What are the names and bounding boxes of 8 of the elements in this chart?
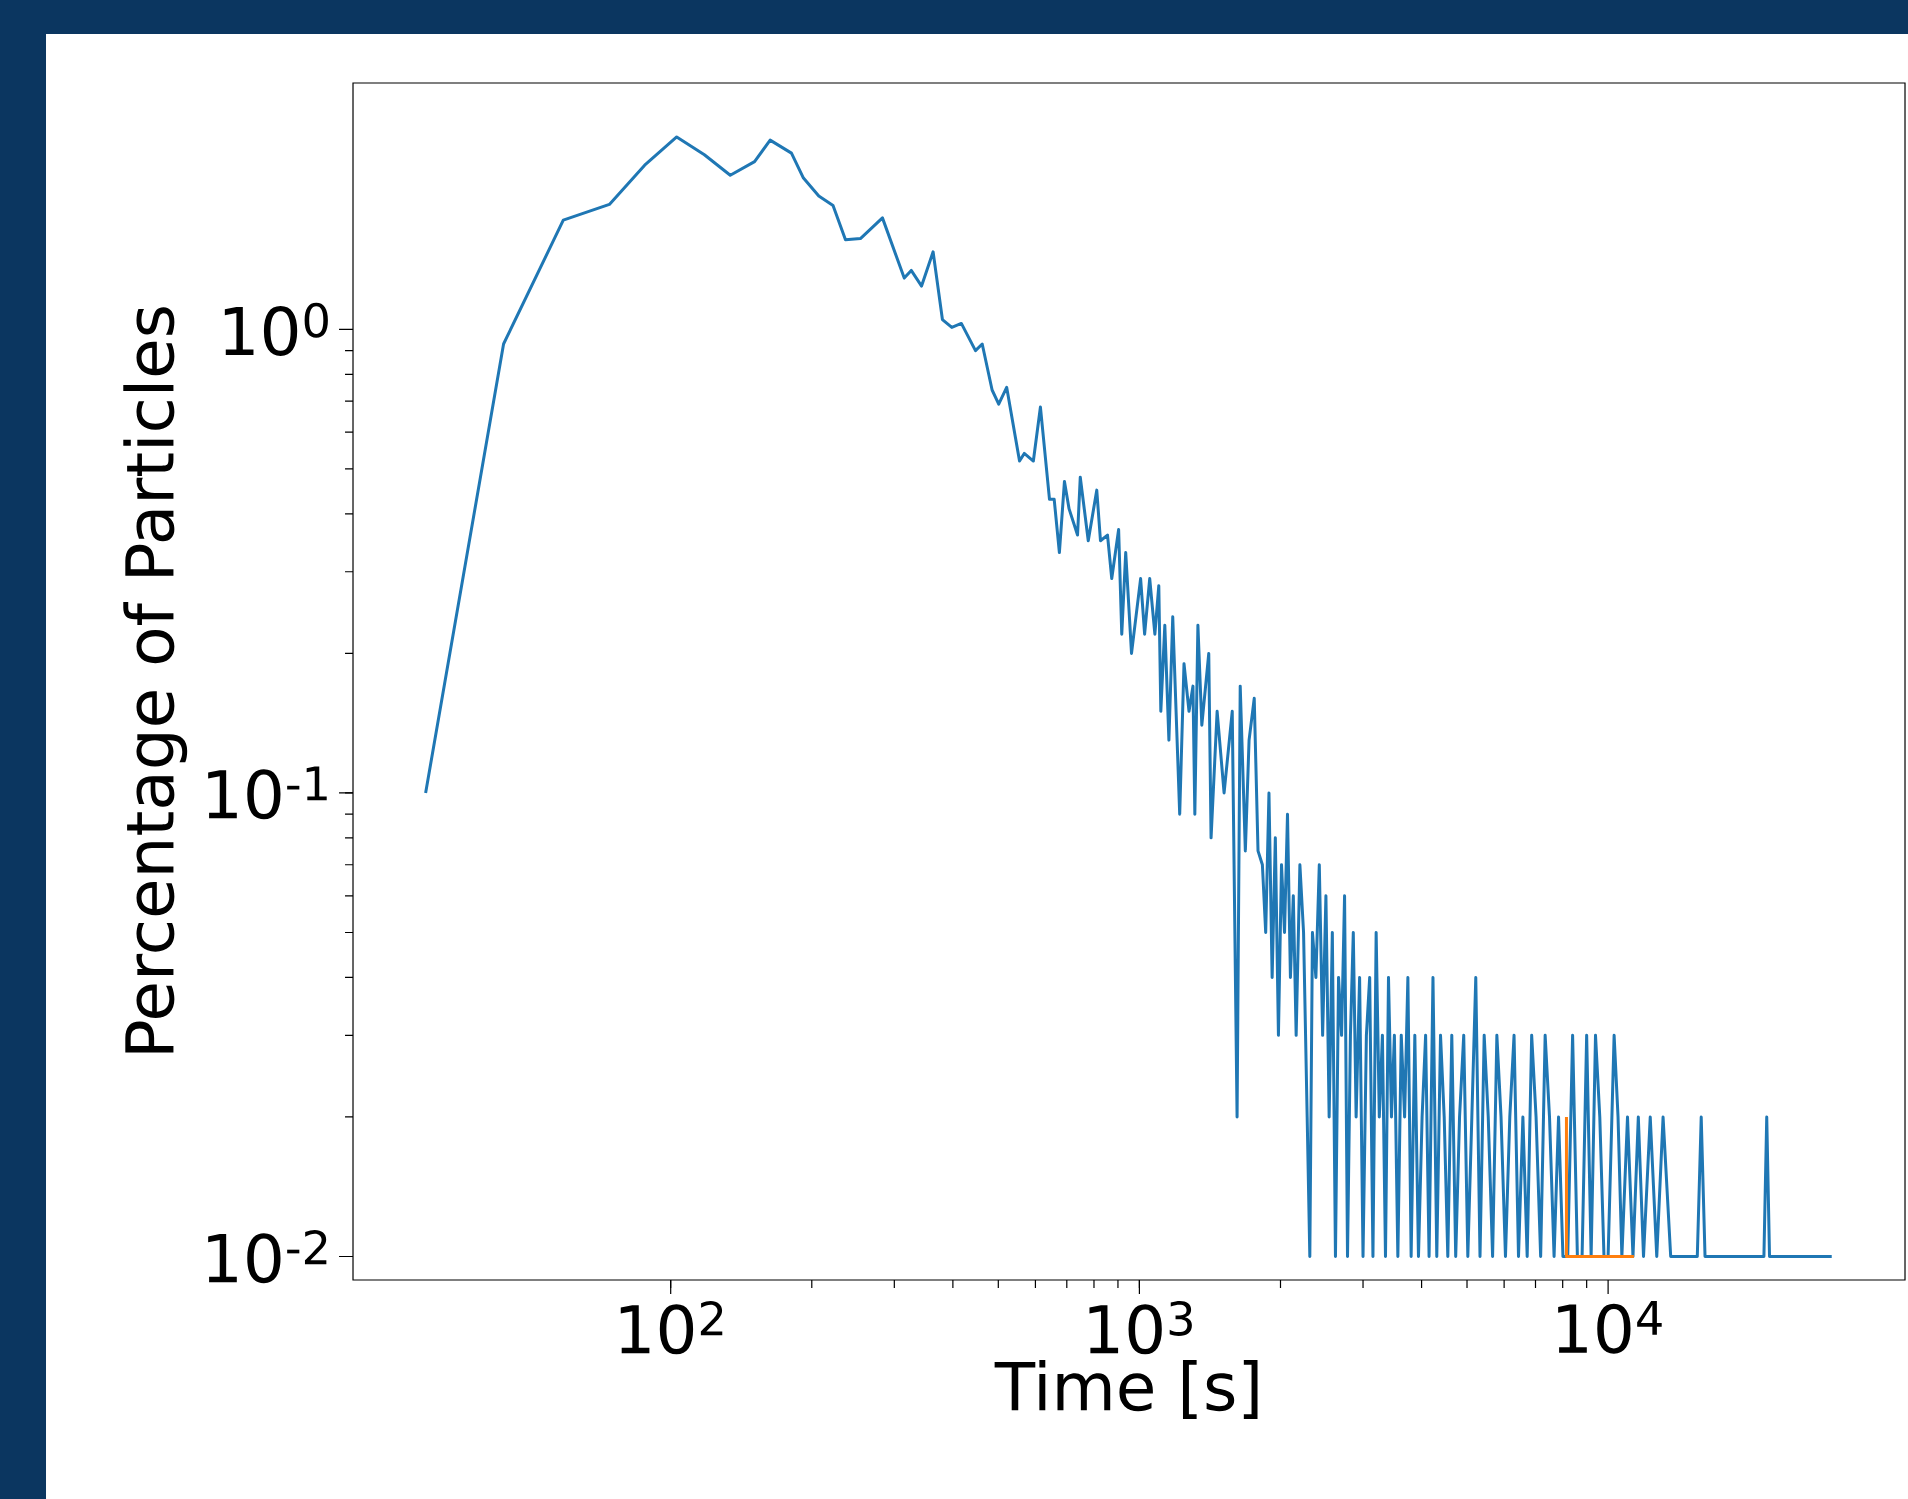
y-tick-label: 10$^{-2}$ (208, 1229, 327, 1284)
x-tick-label: 10$^{4}$ (1558, 1300, 1662, 1354)
x-axis-title: Time [s] (994, 1360, 1258, 1419)
y-tick-label: 10$^{0}$ (224, 302, 328, 357)
y-tick-label: 10$^{-1}$ (208, 766, 327, 820)
x-tick-label: 10$^{3}$ (1089, 1301, 1192, 1355)
x-tick-label: 10$^{2}$ (620, 1301, 723, 1355)
y-axis-title: Percentage of Particles (123, 307, 188, 1053)
